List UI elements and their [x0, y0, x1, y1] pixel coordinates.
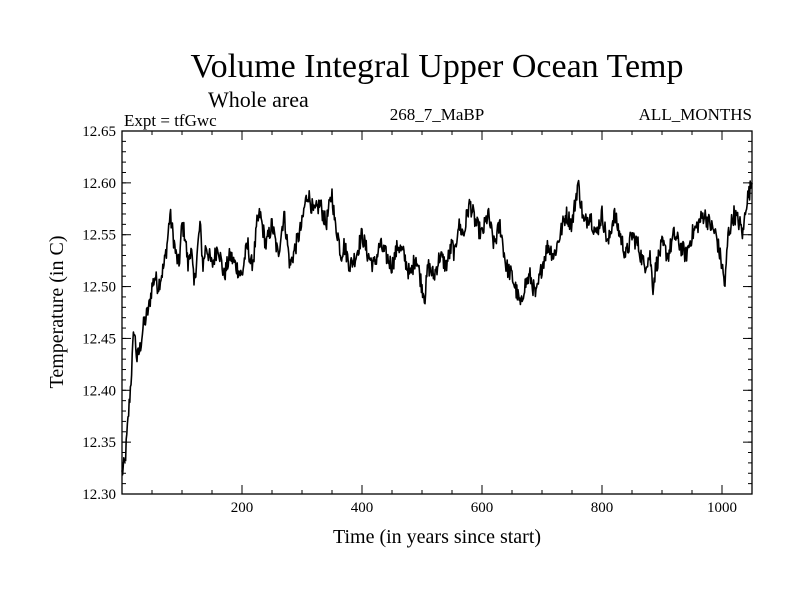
plot-frame	[121, 130, 753, 495]
x-tick-label: 400	[351, 500, 374, 516]
months-label: ALL_MONTHS	[639, 105, 752, 124]
axes: 12.30 12.35 12.40 12.45 12.50 12.55 12.60 12.65…	[82, 124, 753, 516]
y-tick-label: 12.45	[82, 331, 116, 347]
series-group	[121, 179, 753, 476]
y-tick-label: 12.65	[82, 124, 116, 140]
y-tick-label: 12.35	[82, 435, 116, 451]
y-axis-label: Temperature (in C)	[46, 236, 68, 389]
run-label: 268_7_MaBP	[390, 105, 484, 124]
y-tick-label: 12.50	[82, 280, 116, 296]
x-tick-label: 200	[231, 500, 254, 516]
chart-subtitle: Whole area	[208, 87, 309, 112]
chart-title: Volume Integral Upper Ocean Temp	[191, 48, 684, 85]
y-tick-label: 12.30	[82, 487, 116, 503]
x-tick-label: 600	[471, 500, 494, 516]
expt-label: Expt = tfGwc	[124, 111, 217, 130]
x-tick-label: 1000	[707, 500, 737, 516]
x-axis-label: Time (in years since start)	[333, 526, 541, 548]
y-tick-label: 12.55	[82, 228, 116, 244]
series-line	[121, 179, 753, 476]
x-tick-label: 800	[591, 500, 614, 516]
y-tick-label: 12.40	[82, 383, 116, 399]
y-tick-label: 12.60	[82, 176, 116, 192]
